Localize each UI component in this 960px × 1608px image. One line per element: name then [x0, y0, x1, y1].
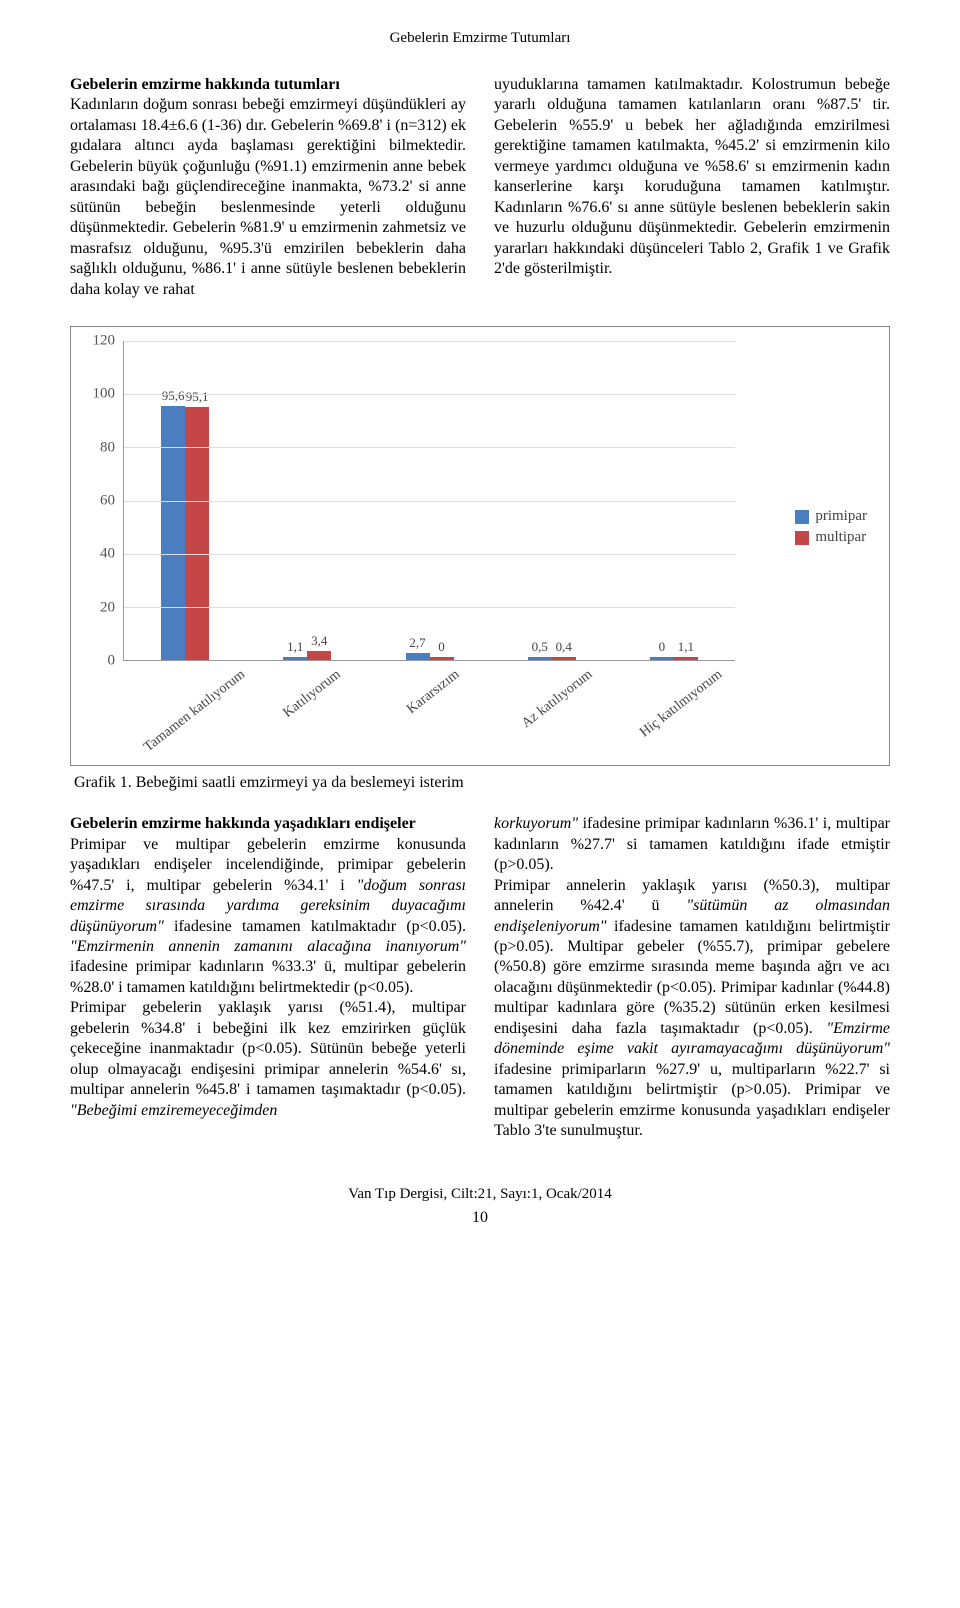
- chart-x-label: Tamamen katılıyorum: [123, 661, 247, 719]
- chart-bar-value-label: 0: [659, 639, 666, 655]
- bottom-left-heading: Gebelerin emzirme hakkında yaşadıkları e…: [70, 815, 416, 832]
- top-columns: Gebelerin emzirme hakkında tutumları Kad…: [70, 75, 890, 300]
- chart-x-label: Kararsızım: [369, 661, 491, 719]
- chart-bar: 0,5: [528, 657, 552, 660]
- chart-legend-swatch: [795, 510, 809, 524]
- top-right-column: uyuduklarına tamamen katılmaktadır. Kolo…: [494, 75, 890, 300]
- chart-bar-value-label: 0: [438, 639, 445, 655]
- chart-legend-item: primipar: [795, 508, 867, 525]
- chart-bar: 95,1: [185, 407, 209, 660]
- chart-bar: 2,7: [406, 653, 430, 660]
- chart-bar: 3,4: [307, 651, 331, 660]
- chart-y-axis: 020406080100120: [81, 341, 119, 661]
- top-right-body: uyuduklarına tamamen katılmaktadır. Kolo…: [494, 75, 890, 280]
- chart-bar-value-label: 1,1: [678, 639, 694, 655]
- chart-x-label: Katılıyorum: [247, 661, 369, 719]
- bottom-right-body: korkuyorum" ifadesine primipar kadınları…: [494, 814, 890, 1142]
- chart-y-tick: 100: [93, 386, 116, 403]
- chart-x-label: Az katılıyorum: [491, 661, 613, 719]
- bottom-left-column: Gebelerin emzirme hakkında yaşadıkları e…: [70, 814, 466, 1142]
- chart-legend-swatch: [795, 531, 809, 545]
- chart-inner: 020406080100120 95,695,11,13,42,700,50,4…: [81, 341, 875, 713]
- top-left-body: Kadınların doğum sonrası bebeği emzirmey…: [70, 96, 466, 297]
- chart-y-tick: 0: [108, 653, 116, 670]
- chart-bar: 0: [650, 657, 674, 660]
- chart-gridline: [124, 394, 735, 395]
- chart-plot-area: 95,695,11,13,42,700,50,401,1: [123, 341, 735, 661]
- journal-footer: Van Tıp Dergisi, Cilt:21, Sayı:1, Ocak/2…: [70, 1186, 890, 1203]
- chart-y-tick: 80: [100, 439, 115, 456]
- chart-bar-value-label: 2,7: [409, 635, 425, 651]
- chart-y-tick: 20: [100, 599, 115, 616]
- chart-bar-value-label: 95,1: [186, 389, 209, 405]
- page-number: 10: [70, 1209, 890, 1227]
- chart-bar-value-label: 0,4: [556, 639, 572, 655]
- chart-figure: 020406080100120 95,695,11,13,42,700,50,4…: [70, 326, 890, 766]
- chart-legend-label: multipar: [815, 529, 866, 546]
- chart-bar: 95,6: [161, 406, 185, 660]
- chart-x-labels: Tamamen katılıyorumKatılıyorumKararsızım…: [123, 661, 735, 719]
- bottom-left-body: Primipar ve multipar gebelerin emzirme k…: [70, 836, 466, 1119]
- bottom-right-column: korkuyorum" ifadesine primipar kadınları…: [494, 814, 890, 1142]
- chart-legend-label: primipar: [815, 508, 867, 525]
- chart-caption: Grafik 1. Bebeğimi saatli emzirmeyi ya d…: [74, 774, 890, 792]
- chart-gridline: [124, 447, 735, 448]
- page: Gebelerin Emzirme Tutumları Gebelerin em…: [0, 0, 960, 1257]
- chart-gridline: [124, 607, 735, 608]
- top-left-column: Gebelerin emzirme hakkında tutumları Kad…: [70, 75, 466, 300]
- chart-legend: primipar multipar: [795, 504, 867, 550]
- chart-bar-value-label: 3,4: [311, 633, 327, 649]
- chart-legend-item: multipar: [795, 529, 867, 546]
- chart-gridline: [124, 341, 735, 342]
- chart-y-tick: 120: [93, 333, 116, 350]
- chart-x-label: Hiç katılmıyorum: [613, 661, 735, 719]
- running-head: Gebelerin Emzirme Tutumları: [70, 30, 890, 47]
- chart-bar: 1,1: [283, 657, 307, 660]
- chart-bar: 0,4: [552, 657, 576, 660]
- chart-bar: 1,1: [674, 657, 698, 660]
- chart-y-tick: 40: [100, 546, 115, 563]
- chart-y-tick: 60: [100, 493, 115, 510]
- chart-gridline: [124, 554, 735, 555]
- chart-bar: 0: [430, 657, 454, 660]
- top-left-heading: Gebelerin emzirme hakkında tutumları: [70, 76, 340, 93]
- chart-bar-value-label: 0,5: [532, 639, 548, 655]
- chart-bar-value-label: 95,6: [162, 388, 185, 404]
- chart-gridline: [124, 501, 735, 502]
- bottom-columns: Gebelerin emzirme hakkında yaşadıkları e…: [70, 814, 890, 1142]
- chart-bar-value-label: 1,1: [287, 639, 303, 655]
